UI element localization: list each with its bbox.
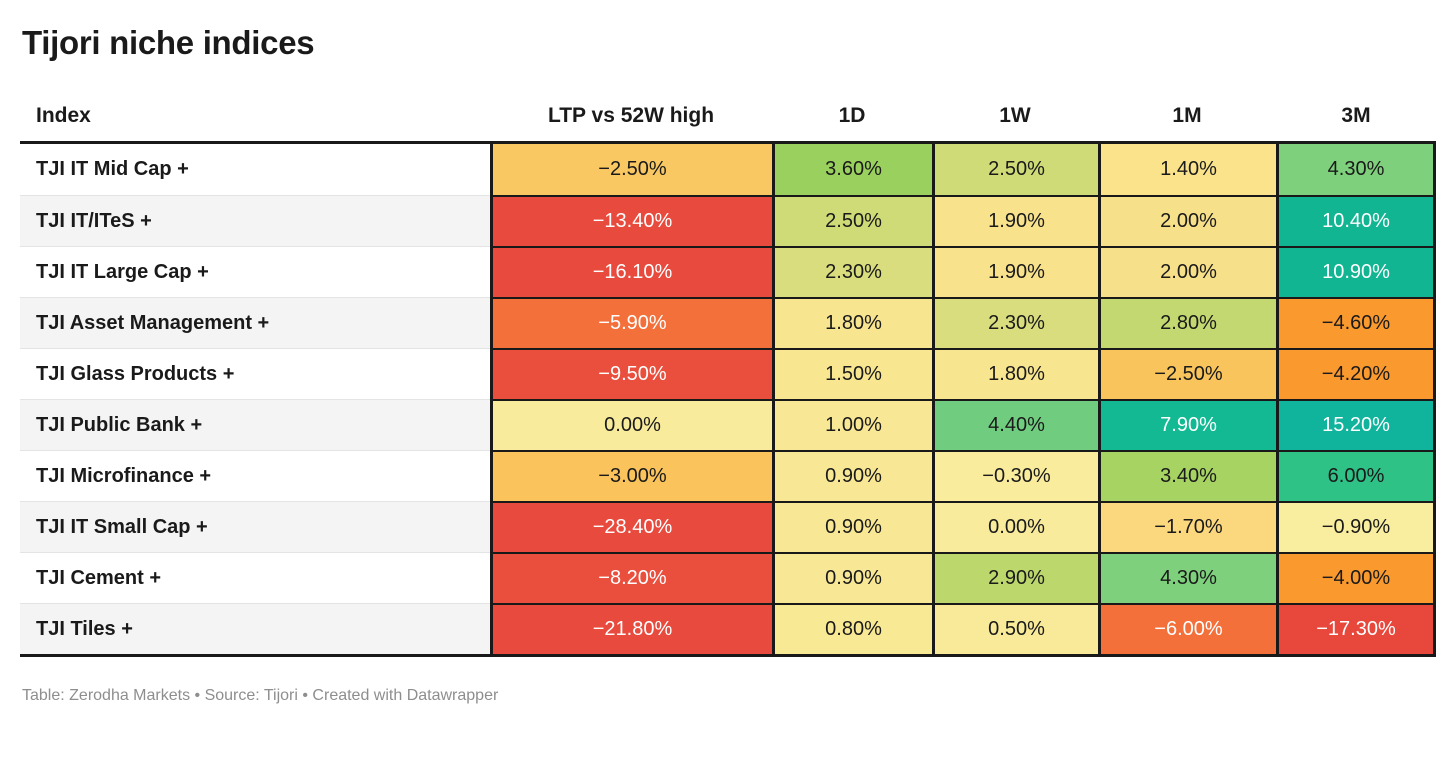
value-cell: 1.80% bbox=[772, 297, 932, 348]
table-body: TJI IT Mid Cap + −2.50% 3.60% 2.50% 1.40% 4.3… bbox=[20, 141, 1436, 657]
value-cell: −13.40% bbox=[490, 195, 772, 246]
value-cell: 3.40% bbox=[1098, 450, 1276, 501]
value-cell: −4.60% bbox=[1276, 297, 1436, 348]
value-cell: 4.30% bbox=[1276, 144, 1436, 195]
value-cell: 1.90% bbox=[932, 246, 1098, 297]
value-cell: 0.90% bbox=[772, 552, 932, 603]
value-cell: 0.90% bbox=[772, 501, 932, 552]
value-cell: 10.40% bbox=[1276, 195, 1436, 246]
index-cell: TJI Tiles + bbox=[20, 603, 490, 654]
value-cell: −28.40% bbox=[490, 501, 772, 552]
index-cell: TJI IT/ITeS + bbox=[20, 195, 490, 246]
table-row: TJI Microfinance + −3.00% 0.90% −0.30% 3.40%… bbox=[20, 450, 1436, 501]
table-row: TJI Glass Products + −9.50% 1.50% 1.80% −2.5… bbox=[20, 348, 1436, 399]
value-cell: 0.80% bbox=[772, 603, 932, 654]
value-cell: 2.00% bbox=[1098, 195, 1276, 246]
col-header-ltp-52w: LTP vs 52W high bbox=[547, 104, 715, 127]
index-cell: TJI Microfinance + bbox=[20, 450, 490, 501]
value-cell: 2.30% bbox=[772, 246, 932, 297]
value-cell: 1.90% bbox=[932, 195, 1098, 246]
value-cell: 1.00% bbox=[772, 399, 932, 450]
value-cell: 4.40% bbox=[932, 399, 1098, 450]
attribution-footer: Table: Zerodha Markets • Source: Tijori … bbox=[22, 687, 499, 704]
value-cell: 4.30% bbox=[1098, 552, 1276, 603]
value-cell: 3.60% bbox=[772, 144, 932, 195]
table-row: TJI Public Bank +0.00% 1.00% 4.40% 7.90% 15.… bbox=[20, 399, 1436, 450]
value-cell: −3.00% bbox=[490, 450, 772, 501]
value-cell: −1.70% bbox=[1098, 501, 1276, 552]
value-cell: −2.50% bbox=[490, 144, 772, 195]
value-cell: 2.90% bbox=[932, 552, 1098, 603]
index-cell: TJI Public Bank + bbox=[20, 399, 490, 450]
index-cell: TJI IT Large Cap + bbox=[20, 246, 490, 297]
value-cell: 2.50% bbox=[932, 144, 1098, 195]
col-header-3m: 3M bbox=[1341, 104, 1371, 127]
index-cell: TJI Asset Management + bbox=[20, 297, 490, 348]
value-cell: 1.80% bbox=[932, 348, 1098, 399]
col-header-1d: 1D bbox=[838, 104, 866, 127]
col-header-1w: 1W bbox=[999, 104, 1031, 127]
value-cell: 1.50% bbox=[772, 348, 932, 399]
table-header-row: Index LTP vs 52W high 1D 1W 1M 3M bbox=[20, 104, 1436, 141]
value-cell: −16.10% bbox=[490, 246, 772, 297]
table-row: TJI IT Large Cap + −16.10% 2.30% 1.90% 2.00%… bbox=[20, 246, 1436, 297]
table-row: TJI Tiles + −21.80% 0.80% 0.50% −6.00% −17.30… bbox=[20, 603, 1436, 654]
col-header-index: Index bbox=[36, 104, 91, 127]
value-cell: −21.80% bbox=[490, 603, 772, 654]
value-cell: −9.50% bbox=[490, 348, 772, 399]
value-cell: −8.20% bbox=[490, 552, 772, 603]
value-cell: 0.00% bbox=[932, 501, 1098, 552]
value-cell: 2.50% bbox=[772, 195, 932, 246]
indices-table: Index LTP vs 52W high 1D 1W 1M 3M TJI IT… bbox=[20, 104, 1436, 657]
value-cell: −6.00% bbox=[1098, 603, 1276, 654]
value-cell: 15.20% bbox=[1276, 399, 1436, 450]
value-cell: 1.40% bbox=[1098, 144, 1276, 195]
value-cell: −5.90% bbox=[490, 297, 772, 348]
value-cell: 2.00% bbox=[1098, 246, 1276, 297]
index-cell: TJI IT Small Cap + bbox=[20, 501, 490, 552]
index-cell: TJI Glass Products + bbox=[20, 348, 490, 399]
value-cell: 0.50% bbox=[932, 603, 1098, 654]
value-cell: −17.30% bbox=[1276, 603, 1436, 654]
index-cell: TJI IT Mid Cap + bbox=[20, 144, 490, 195]
col-header-1m: 1M bbox=[1172, 104, 1202, 127]
value-cell: 7.90% bbox=[1098, 399, 1276, 450]
value-cell: −2.50% bbox=[1098, 348, 1276, 399]
table-row: TJI Asset Management + −5.90% 1.80% 2.30% 2.… bbox=[20, 297, 1436, 348]
table-row: TJI Cement + −8.20% 0.90% 2.90% 4.30% −4.00% bbox=[20, 552, 1436, 603]
value-cell: −0.90% bbox=[1276, 501, 1436, 552]
value-cell: 10.90% bbox=[1276, 246, 1436, 297]
value-cell: 2.80% bbox=[1098, 297, 1276, 348]
value-cell: −4.20% bbox=[1276, 348, 1436, 399]
value-cell: 0.90% bbox=[772, 450, 932, 501]
table-row: TJI IT Mid Cap + −2.50% 3.60% 2.50% 1.40% 4.3… bbox=[20, 144, 1436, 195]
value-cell: −0.30% bbox=[932, 450, 1098, 501]
value-cell: 6.00% bbox=[1276, 450, 1436, 501]
value-cell: −4.00% bbox=[1276, 552, 1436, 603]
value-cell: 0.00% bbox=[490, 399, 772, 450]
index-cell: TJI Cement + bbox=[20, 552, 490, 603]
table-row: TJI IT Small Cap + −28.40% 0.90% 0.00% −1.70… bbox=[20, 501, 1436, 552]
table-row: TJI IT/ITeS + −13.40% 2.50% 1.90% 2.00% 10.40… bbox=[20, 195, 1436, 246]
value-cell: 2.30% bbox=[932, 297, 1098, 348]
page-title: Tijori niche indices bbox=[22, 24, 315, 61]
